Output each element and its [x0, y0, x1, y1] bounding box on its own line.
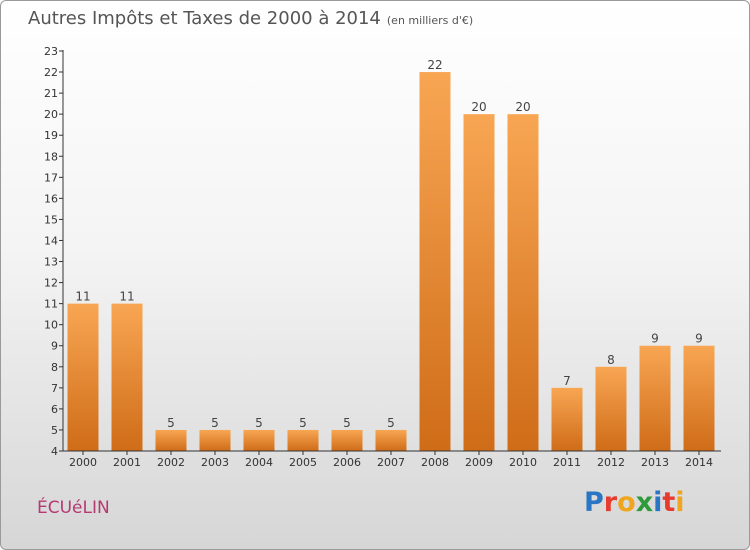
y-tick-label: 7	[51, 382, 58, 395]
bar	[331, 429, 363, 451]
y-tick-label: 9	[51, 340, 58, 353]
bar-value-label: 22	[427, 58, 442, 72]
y-tick-label: 8	[51, 361, 58, 374]
y-tick-label: 10	[44, 319, 58, 332]
x-tick-label: 2003	[201, 456, 229, 469]
x-tick-label: 2006	[333, 456, 361, 469]
y-tick-label: 21	[44, 87, 58, 100]
logo-letter: i	[675, 487, 685, 518]
y-tick-label: 22	[44, 66, 58, 79]
y-axis: 4 5 6 7 8 9 10 11 12 13 14 15 16 17 18 19 20 21 22 23	[44, 45, 64, 458]
y-tick-label: 17	[44, 171, 58, 184]
x-tick-label: 2008	[421, 456, 449, 469]
x-tick-label: 2007	[377, 456, 405, 469]
bars: 11 11 5 5 5 5 5 5 22 20 20 7 8 9 9	[67, 58, 715, 451]
x-tick-label: 2011	[553, 456, 581, 469]
bar	[243, 429, 275, 451]
logo-letter: i	[653, 487, 663, 518]
bar-value-label: 20	[471, 100, 486, 114]
bar-value-label: 20	[515, 100, 530, 114]
x-tick-label: 2005	[289, 456, 317, 469]
bar-value-label: 9	[651, 332, 659, 346]
y-tick-label: 11	[44, 298, 58, 311]
y-tick-label: 15	[44, 213, 58, 226]
logo-letter: r	[603, 487, 618, 518]
city-name: ÉCUéLIN	[37, 498, 110, 518]
bar	[375, 429, 407, 451]
bar	[155, 429, 187, 451]
bar	[551, 387, 583, 451]
logo-letter: P	[584, 487, 604, 518]
bar-value-label: 5	[343, 416, 351, 430]
bar	[507, 114, 539, 451]
bar-value-label: 7	[563, 374, 571, 388]
y-tick-label: 16	[44, 192, 58, 205]
x-tick-label: 2004	[245, 456, 273, 469]
bar	[639, 345, 671, 451]
logo-letter: t	[662, 487, 676, 518]
y-tick-label: 6	[51, 403, 58, 416]
x-tick-label: 2013	[641, 456, 669, 469]
y-tick-label: 5	[51, 424, 58, 437]
bar	[199, 429, 231, 451]
x-tick-label: 2002	[157, 456, 185, 469]
proxiti-logo: Proxiti	[584, 487, 685, 518]
x-axis: 2000 2001 2002 2003 2004 2005 2006 2007 2008 2009…	[63, 450, 721, 469]
bar	[67, 303, 99, 451]
y-tick-label: 4	[51, 445, 58, 458]
y-tick-label: 18	[44, 150, 58, 163]
x-tick-label: 2012	[597, 456, 625, 469]
y-tick-label: 13	[44, 256, 58, 269]
bar-value-label: 5	[387, 416, 395, 430]
chart-title: Autres Impôts et Taxes de 2000 à 2014 (en…	[28, 8, 473, 29]
bar	[287, 429, 319, 451]
bar	[595, 366, 627, 451]
y-tick-label: 12	[44, 277, 58, 290]
bar	[463, 114, 495, 451]
y-tick-label: 19	[44, 129, 58, 142]
bar-value-label: 9	[695, 332, 703, 346]
y-tick-label: 23	[44, 45, 58, 58]
y-tick-label: 20	[44, 108, 58, 121]
chart-title-text: Autres Impôts et Taxes de 2000 à 2014	[28, 8, 381, 29]
x-tick-label: 2009	[465, 456, 493, 469]
x-tick-label: 2001	[113, 456, 141, 469]
x-tick-label: 2000	[69, 456, 97, 469]
bar	[683, 345, 715, 451]
bar-value-label: 8	[607, 353, 615, 367]
x-tick-label: 2014	[685, 456, 713, 469]
bar-value-label: 5	[255, 416, 263, 430]
bar-value-label: 5	[299, 416, 307, 430]
logo-letter: o	[617, 487, 636, 518]
chart-unit: (en milliers d'€)	[386, 14, 474, 27]
bar	[111, 303, 143, 451]
bar-value-label: 11	[119, 290, 134, 304]
bar-value-label: 5	[167, 416, 175, 430]
bar	[419, 72, 451, 451]
bar-value-label: 11	[75, 290, 90, 304]
logo-letter: x	[635, 487, 654, 518]
x-tick-label: 2010	[509, 456, 537, 469]
bar-value-label: 5	[211, 416, 219, 430]
y-tick-label: 14	[44, 234, 58, 247]
